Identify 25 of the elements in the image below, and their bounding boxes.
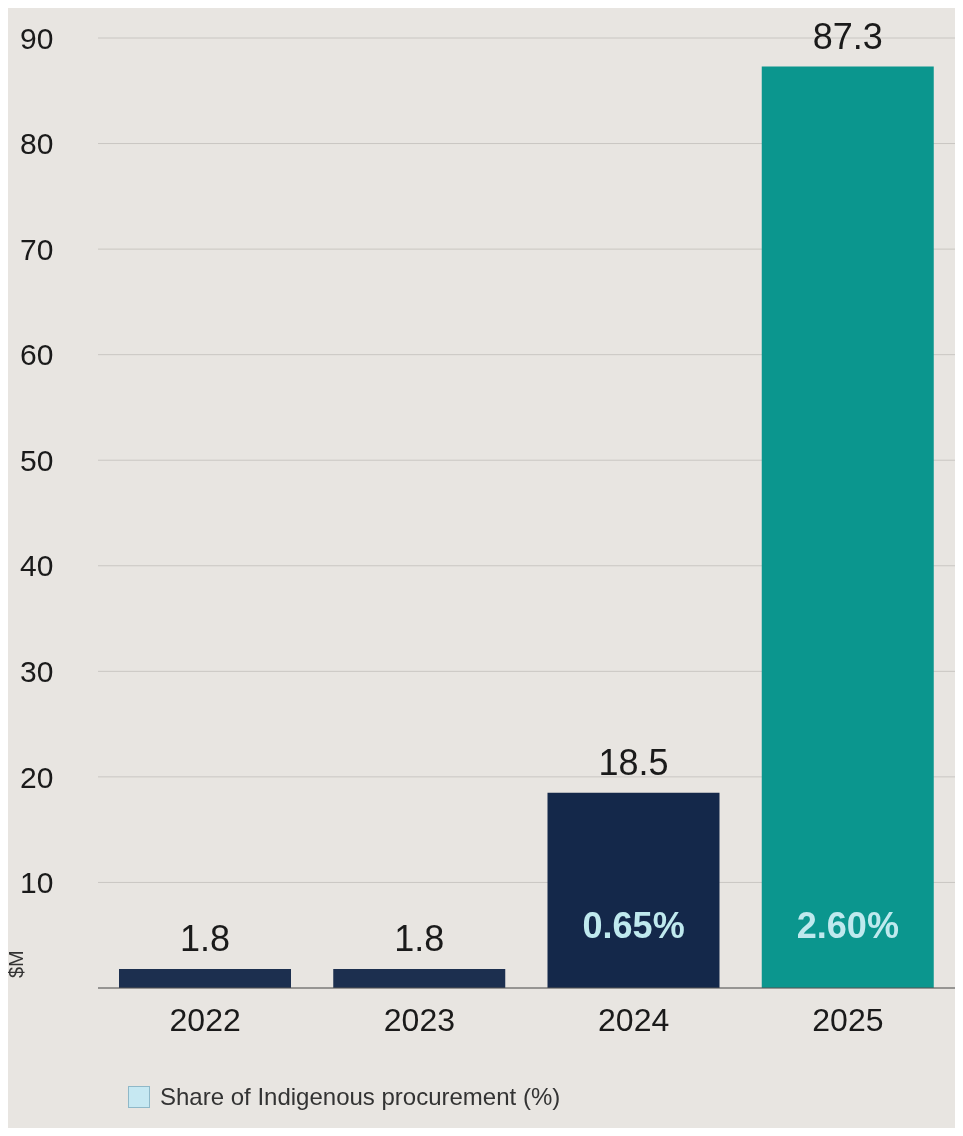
data-label: 18.5: [598, 741, 669, 783]
data-label: 87.3: [812, 15, 883, 57]
x-tick-label: 2022: [169, 1001, 241, 1038]
y-tick-label: 30: [20, 654, 54, 688]
annotation: 2.60%: [796, 905, 899, 946]
y-tick-label: 10: [20, 866, 54, 900]
annotation: 0.65%: [582, 905, 685, 946]
bar: [547, 792, 720, 988]
bar: [761, 66, 934, 988]
y-tick-label: 90: [20, 21, 54, 55]
bar: [119, 969, 291, 988]
data-label: 1.8: [179, 918, 231, 959]
x-tick-label: 2023: [383, 1001, 455, 1038]
y-tick-label: 60: [20, 338, 54, 372]
x-tick-label: 2024: [598, 1001, 670, 1038]
y-axis-title: $M: [5, 950, 27, 978]
x-tick-label: 2025: [812, 1001, 884, 1038]
y-tick-label: 70: [20, 232, 54, 266]
bar: [333, 969, 506, 988]
data-label: 1.8: [394, 918, 445, 959]
text: Share of Indigenous procurement (%): [160, 1083, 561, 1111]
y-tick-label: 50: [20, 443, 54, 477]
y-tick-label: 80: [20, 127, 54, 161]
y-tick-label: 20: [20, 760, 54, 794]
y-tick-label: 40: [20, 549, 54, 583]
